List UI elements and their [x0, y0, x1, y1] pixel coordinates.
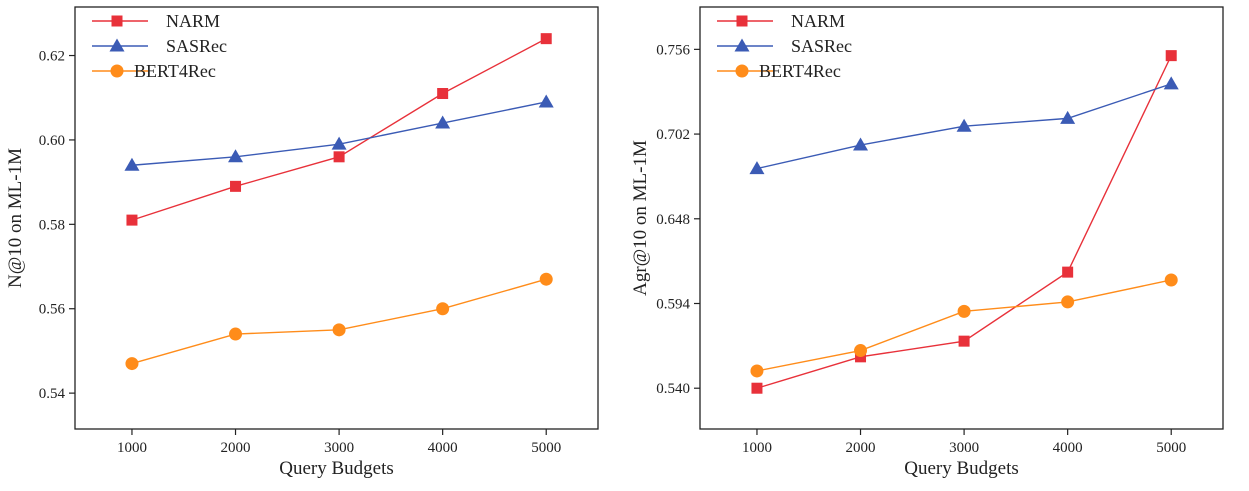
right-point-narm — [751, 382, 763, 394]
chart-right: 1000 2000 3000 4000 5000 0.540 0.594 0.648 0.702… — [625, 0, 1249, 491]
right-point-sasrec — [1163, 76, 1179, 90]
right-point-sasrec — [1060, 110, 1076, 124]
right-point-bert4rec — [1164, 273, 1178, 287]
right-x-tick-label: 2000 — [846, 440, 876, 456]
right-y-axis-title: Agr@10 on ML-1M — [630, 140, 651, 296]
left-y-tick-label: 0.56 — [39, 302, 66, 318]
right-legend-marker-narm — [736, 15, 748, 27]
right-x-tick-label: 1000 — [742, 440, 772, 456]
left-point-narm — [126, 214, 138, 226]
left-legend-item-bert4rec: BERT4Rec — [92, 61, 216, 81]
left-point-bert4rec — [436, 302, 450, 316]
right-x-tick-label: 3000 — [949, 440, 979, 456]
left-series-sasrec — [124, 94, 554, 171]
right-point-narm — [958, 335, 970, 347]
right-legend-marker-sasrec — [734, 38, 750, 52]
left-x-axis-title: Query Budgets — [279, 458, 394, 479]
right-point-sasrec — [853, 137, 869, 151]
right-y-tick-label: 0.648 — [656, 212, 690, 228]
right-legend-item-bert4rec: BERT4Rec — [717, 61, 841, 81]
right-legend-item-narm: NARM — [717, 11, 845, 31]
left-series-narm — [126, 33, 552, 226]
right-point-bert4rec — [854, 344, 868, 358]
right-y-tick-label: 0.540 — [656, 381, 690, 397]
left-legend-marker-bert4rec — [110, 64, 124, 78]
chart-left-svg: 1000 2000 3000 4000 5000 0.54 0.56 0.58 0.60 0.62… — [5, 6, 599, 479]
left-x-tick-label: 2000 — [221, 440, 251, 456]
left-line-bert4rec — [131, 278, 547, 365]
left-point-narm — [230, 180, 242, 192]
right-legend-marker-bert4rec — [735, 64, 749, 78]
right-point-narm — [1062, 266, 1074, 278]
left-y-tick-label: 0.62 — [39, 49, 65, 65]
left-legend-label-narm: NARM — [166, 11, 220, 31]
left-point-bert4rec — [229, 327, 243, 341]
left-y-tick-label: 0.54 — [39, 386, 66, 402]
right-series-sasrec — [749, 76, 1179, 175]
right-series-bert4rec — [750, 273, 1178, 378]
left-point-narm — [540, 33, 552, 45]
right-point-sasrec — [749, 161, 765, 175]
left-point-bert4rec — [125, 357, 139, 371]
right-legend-label-narm: NARM — [791, 11, 845, 31]
right-x-axis-title: Query Budgets — [904, 458, 1019, 479]
left-legend-label-sasrec: SASRec — [166, 36, 227, 56]
left-y-axis-title: N@10 on ML-1M — [5, 148, 26, 288]
left-point-narm — [333, 151, 345, 163]
left-y-tick-label: 0.60 — [39, 133, 65, 149]
left-point-sasrec — [331, 136, 347, 150]
right-legend-label-sasrec: SASRec — [791, 36, 852, 56]
left-x-tick-label: 5000 — [531, 440, 561, 456]
right-point-sasrec — [956, 118, 972, 132]
right-x-tick-label: 4000 — [1053, 440, 1083, 456]
left-point-bert4rec — [332, 323, 346, 337]
chart-left: 1000 2000 3000 4000 5000 0.54 0.56 0.58 0.60 0.62… — [0, 0, 624, 491]
left-y-tick-label: 0.58 — [39, 217, 65, 233]
left-point-sasrec — [435, 115, 451, 129]
left-point-sasrec — [124, 157, 140, 171]
right-y-tick-label: 0.756 — [656, 42, 690, 58]
right-y-tick-label: 0.702 — [656, 127, 690, 143]
left-point-bert4rec — [539, 272, 553, 286]
left-x-tick-label: 3000 — [324, 440, 354, 456]
left-plot-frame — [74, 6, 599, 430]
right-series-narm — [751, 50, 1177, 394]
left-x-tick-label: 1000 — [117, 440, 147, 456]
right-line-bert4rec — [756, 279, 1172, 372]
left-point-narm — [437, 88, 449, 100]
right-point-bert4rec — [750, 364, 764, 378]
left-point-sasrec — [228, 149, 244, 163]
right-y-tick-label: 0.594 — [656, 296, 690, 312]
right-legend-label-bert4rec: BERT4Rec — [759, 61, 841, 81]
left-point-sasrec — [538, 94, 554, 108]
left-series-bert4rec — [125, 272, 553, 371]
left-legend-item-narm: NARM — [92, 11, 220, 31]
left-legend-item-sasrec: SASRec — [92, 36, 227, 56]
left-legend-label-bert4rec: BERT4Rec — [134, 61, 216, 81]
right-legend-item-sasrec: SASRec — [717, 36, 852, 56]
left-x-tick-label: 4000 — [428, 440, 458, 456]
left-legend-marker-narm — [111, 15, 123, 27]
right-plot-frame — [699, 6, 1224, 430]
right-point-bert4rec — [1061, 295, 1075, 309]
right-point-narm — [1165, 50, 1177, 62]
left-legend-marker-sasrec — [109, 38, 125, 52]
chart-right-svg: 1000 2000 3000 4000 5000 0.540 0.594 0.648 0.702… — [630, 6, 1224, 479]
right-x-tick-label: 5000 — [1156, 440, 1186, 456]
right-point-bert4rec — [957, 304, 971, 318]
